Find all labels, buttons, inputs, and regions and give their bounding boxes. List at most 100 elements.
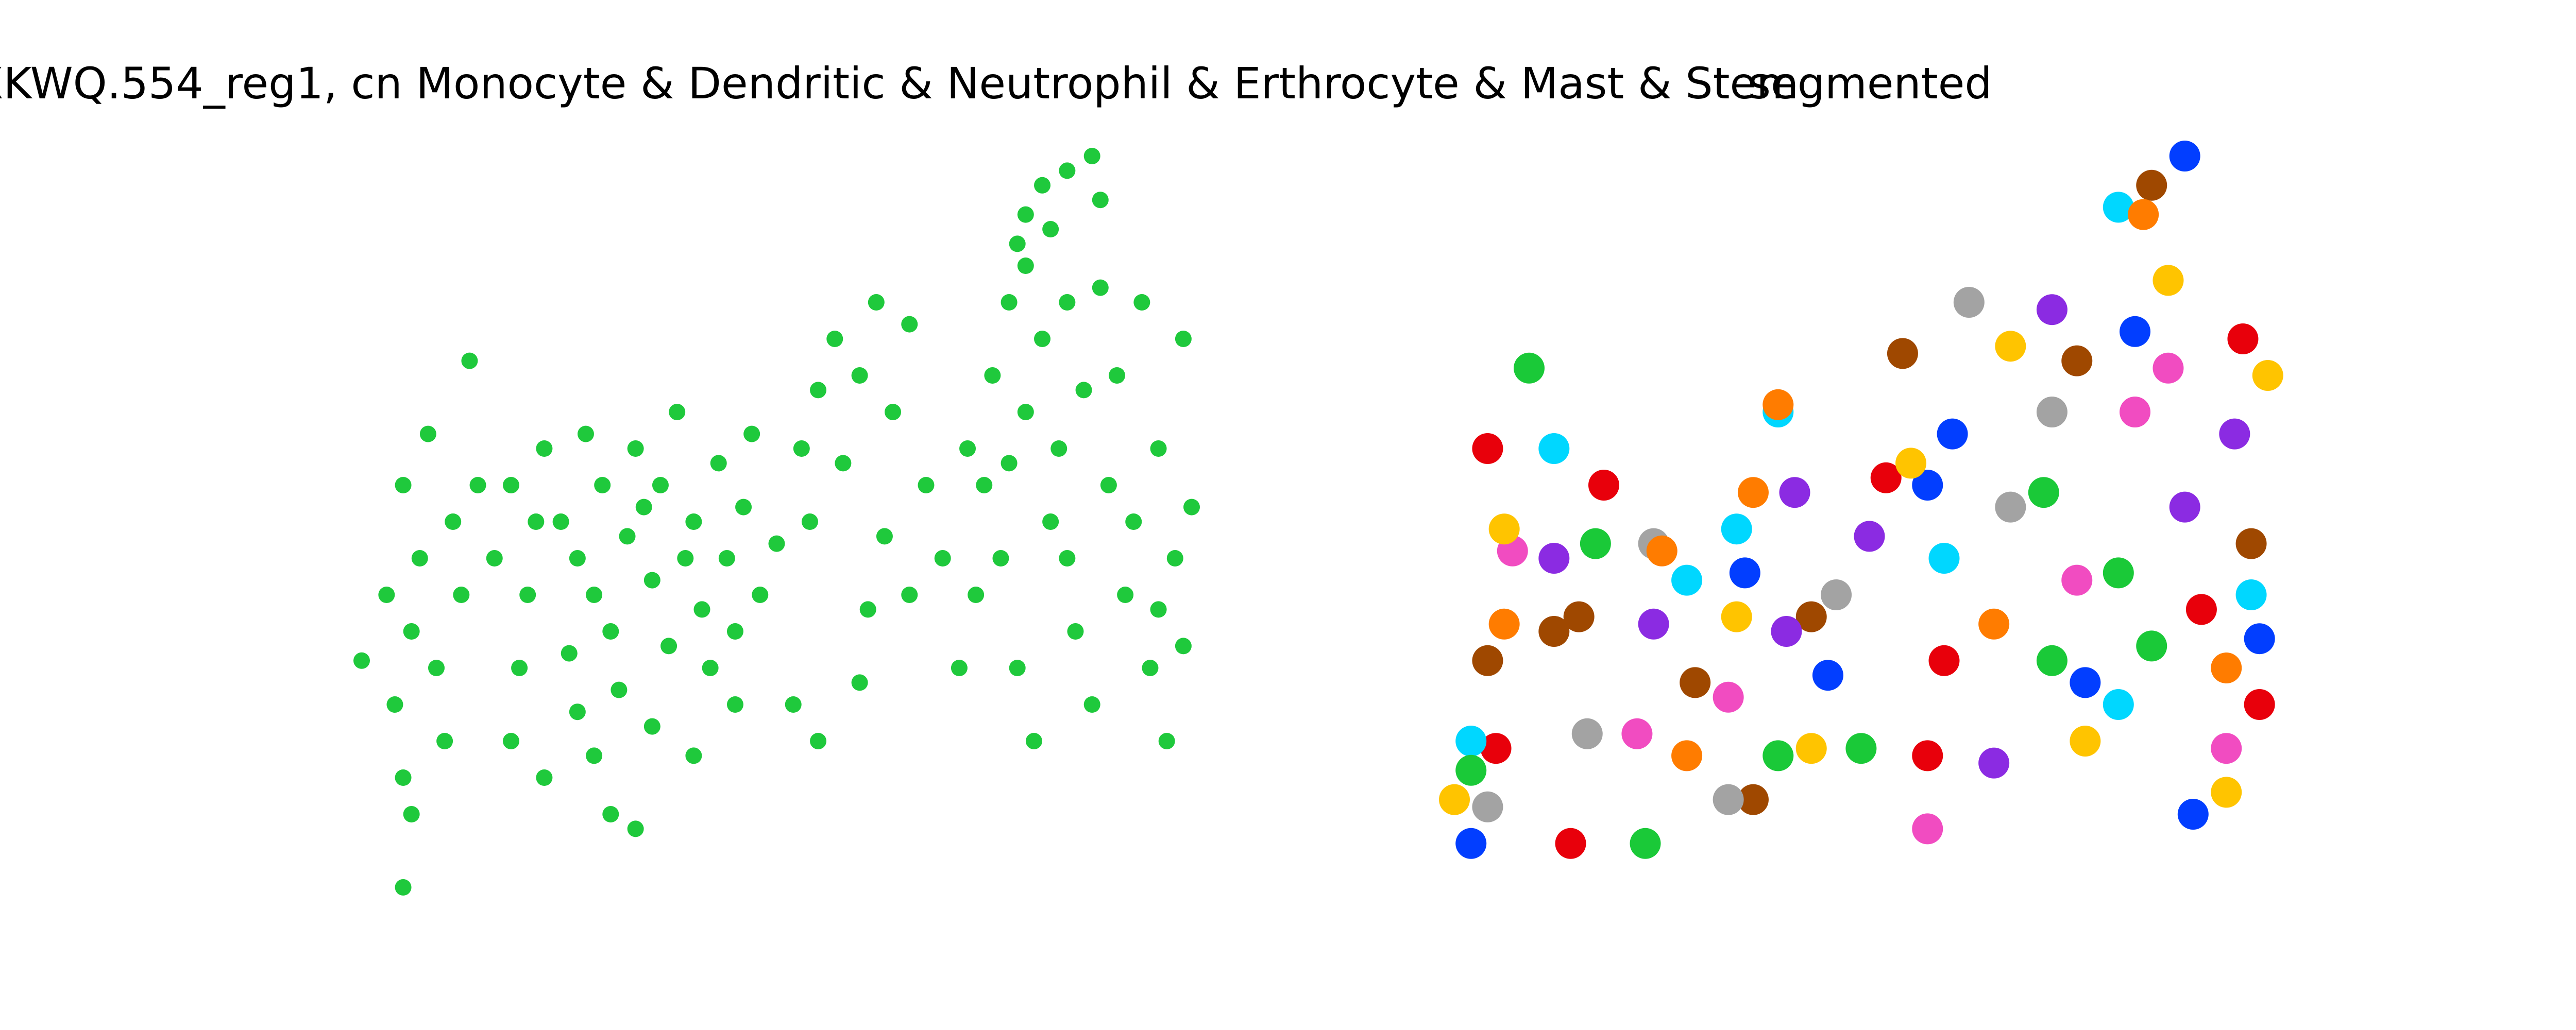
point — [1854, 521, 1885, 552]
point — [1580, 528, 1611, 559]
point — [1109, 367, 1126, 384]
point — [976, 477, 993, 493]
point — [992, 550, 1009, 566]
scatter-panel — [1439, 141, 2283, 859]
point — [1488, 513, 1520, 545]
point — [1928, 543, 1960, 574]
point — [2036, 294, 2067, 325]
point — [752, 587, 769, 603]
point — [643, 572, 660, 589]
point — [1025, 733, 1042, 749]
point — [1042, 221, 1059, 237]
point — [511, 660, 528, 676]
point — [1563, 601, 1595, 632]
point — [951, 660, 968, 676]
point — [1075, 382, 1092, 399]
point — [586, 587, 603, 603]
point — [528, 513, 545, 530]
point — [1713, 681, 1744, 713]
point — [1538, 616, 1570, 647]
point — [1870, 462, 1902, 493]
point — [1059, 550, 1076, 566]
point — [1588, 470, 1619, 501]
point — [1439, 784, 1470, 815]
point — [1721, 601, 1752, 632]
point — [1017, 258, 1034, 274]
point — [1978, 608, 2010, 640]
point — [569, 550, 586, 566]
point — [868, 294, 885, 311]
point — [386, 696, 403, 713]
point — [2211, 653, 2242, 683]
point — [2036, 645, 2067, 676]
point — [2211, 733, 2242, 764]
point — [1100, 477, 1117, 493]
point — [693, 601, 710, 618]
point — [810, 733, 827, 749]
point — [1455, 754, 1487, 786]
point — [726, 623, 743, 640]
point — [411, 550, 428, 566]
point — [2070, 667, 2101, 698]
panel-title: XKWQ.554_reg1, cn Monocyte & Dendritic &… — [0, 58, 1799, 109]
point — [353, 652, 370, 669]
point — [395, 477, 412, 493]
point — [469, 477, 486, 493]
point — [2169, 141, 2200, 171]
point — [726, 696, 743, 713]
point — [2103, 689, 2134, 720]
point — [1795, 601, 1827, 632]
point — [2136, 630, 2167, 662]
point — [436, 733, 453, 749]
point — [1067, 623, 1084, 640]
point — [2235, 579, 2267, 610]
point — [718, 550, 735, 566]
point — [1142, 660, 1159, 676]
point — [611, 681, 628, 698]
point — [826, 331, 843, 347]
point — [851, 367, 868, 384]
point — [1472, 645, 1503, 676]
point — [1009, 660, 1026, 676]
point — [1812, 660, 1843, 691]
point — [2153, 352, 2184, 384]
point — [1995, 491, 2026, 523]
point — [428, 660, 445, 676]
point — [669, 404, 686, 420]
point — [403, 806, 420, 822]
point — [1737, 784, 1769, 815]
point — [2103, 192, 2134, 223]
point — [1059, 162, 1076, 179]
point — [2120, 397, 2151, 427]
point — [602, 806, 619, 822]
scatter-panel — [353, 148, 1200, 896]
point — [619, 528, 636, 545]
point — [403, 623, 420, 640]
point — [627, 440, 644, 457]
point — [1034, 331, 1051, 347]
point — [1183, 499, 1200, 516]
point — [934, 550, 951, 566]
point — [2185, 594, 2217, 625]
point — [1821, 579, 1852, 610]
point — [635, 499, 652, 516]
point — [419, 425, 436, 442]
point — [453, 587, 470, 603]
point — [1928, 645, 1960, 676]
point — [1895, 448, 1927, 479]
point — [785, 696, 802, 713]
point — [1092, 192, 1109, 209]
point — [1638, 608, 1669, 640]
point — [2061, 345, 2093, 376]
point — [1953, 287, 1985, 318]
point — [1671, 740, 1703, 771]
point — [1912, 740, 1943, 771]
point — [577, 425, 594, 442]
point — [1158, 733, 1175, 749]
point — [586, 747, 603, 764]
point — [536, 769, 553, 786]
point — [1646, 535, 1677, 566]
point — [2177, 799, 2209, 830]
point — [602, 623, 619, 640]
